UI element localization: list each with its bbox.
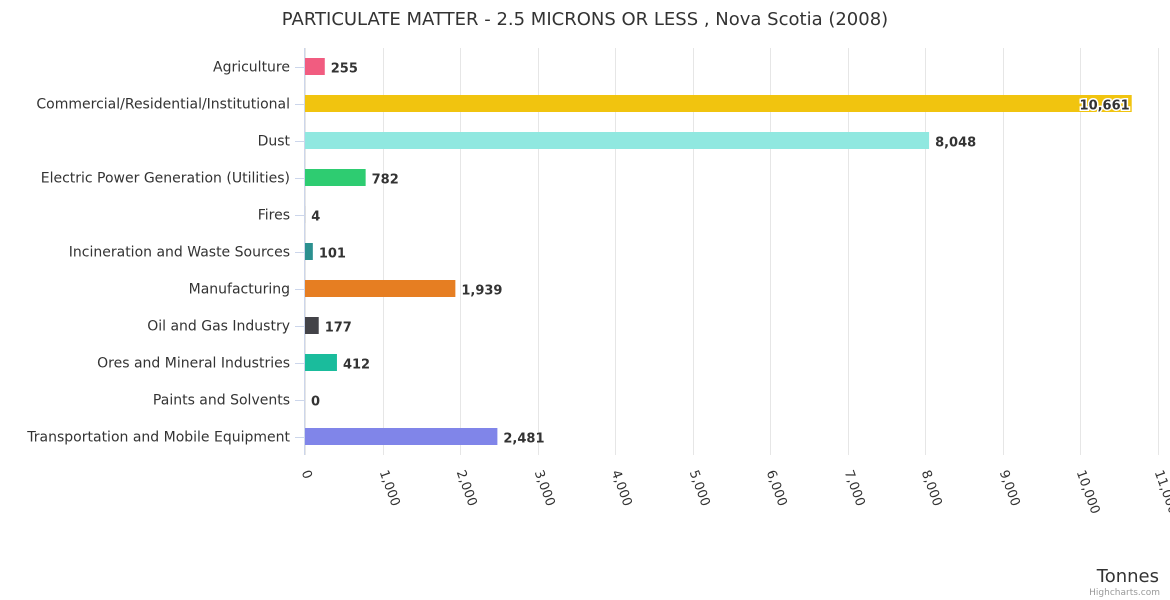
category-label: Electric Power Generation (Utilities) bbox=[41, 171, 290, 187]
data-label: 782 bbox=[372, 173, 399, 188]
bar[interactable]: Ores and Mineral Industries: 412 bbox=[305, 354, 337, 371]
category-label: Ores and Mineral Industries bbox=[97, 356, 290, 372]
x-tick-label: 7,000 bbox=[841, 468, 868, 508]
category-label: Fires bbox=[258, 208, 290, 224]
x-tick-label: 11,000 bbox=[1151, 468, 1170, 516]
category-label: Paints and Solvents bbox=[153, 393, 290, 409]
data-label: 2,481 bbox=[503, 432, 544, 447]
chart-title: PARTICULATE MATTER - 2.5 MICRONS OR LESS… bbox=[282, 9, 888, 30]
credits-link[interactable]: Highcharts.com bbox=[1089, 588, 1160, 598]
category-label: Incineration and Waste Sources bbox=[69, 245, 290, 261]
x-tick-label: 3,000 bbox=[531, 468, 558, 508]
data-label: 10,661 bbox=[1080, 99, 1130, 114]
category-label: Oil and Gas Industry bbox=[147, 319, 290, 335]
category-labels: Agriculture Commercial/Residential/Instit… bbox=[26, 60, 290, 446]
x-tick-label: 5,000 bbox=[686, 468, 713, 508]
bar[interactable]: Electric Power Generation (Utilities): 7… bbox=[305, 169, 366, 186]
data-label: 8,048 bbox=[935, 136, 976, 151]
category-label: Commercial/Residential/Institutional bbox=[36, 97, 290, 113]
data-label: 0 bbox=[311, 395, 320, 410]
data-label: 1,939 bbox=[461, 284, 502, 299]
x-tick-label: 8,000 bbox=[918, 468, 945, 508]
data-label: 4 bbox=[311, 210, 320, 225]
data-label: 255 bbox=[331, 62, 358, 77]
x-tick-label: 9,000 bbox=[996, 468, 1023, 508]
x-tick-label: 10,000 bbox=[1073, 468, 1103, 516]
x-tick-label: 2,000 bbox=[453, 468, 480, 508]
x-axis-title: Tonnes bbox=[1096, 566, 1159, 587]
x-axis-tick-labels: 0 1,000 2,000 3,000 4,000 5,000 6,000 7,000 8,00… bbox=[298, 468, 1170, 516]
data-label: 177 bbox=[325, 321, 352, 336]
bar[interactable]: Agriculture: 255 bbox=[305, 58, 325, 75]
bar[interactable]: Commercial/Residential/Institutional: 10… bbox=[305, 95, 1132, 112]
x-tick-label: 0 bbox=[298, 468, 315, 481]
x-tick-label: 4,000 bbox=[608, 468, 635, 508]
bar[interactable]: Transportation and Mobile Equipment: 2,4… bbox=[305, 428, 498, 445]
bar[interactable]: Oil and Gas Industry: 177 bbox=[305, 317, 319, 334]
gridlines bbox=[295, 48, 1159, 455]
data-label: 412 bbox=[343, 358, 370, 373]
category-label: Transportation and Mobile Equipment bbox=[26, 430, 290, 446]
bar[interactable]: Dust: 8,048 bbox=[305, 132, 930, 149]
data-label: 101 bbox=[319, 247, 346, 262]
x-tick-label: 6,000 bbox=[763, 468, 790, 508]
x-tick-label: 1,000 bbox=[376, 468, 403, 508]
bar[interactable]: Manufacturing: 1,939 bbox=[305, 280, 456, 297]
category-label: Manufacturing bbox=[189, 282, 290, 298]
bar[interactable]: Incineration and Waste Sources: 101 bbox=[305, 243, 313, 260]
data-labels: 255 10,661 8,048 782 4 101 1,939 177 412 0 2,481 bbox=[311, 62, 1131, 447]
category-label: Dust bbox=[258, 134, 291, 150]
category-label: Agriculture bbox=[213, 60, 290, 76]
bars: Agriculture: 255 Commercial/Residential/I… bbox=[305, 58, 1132, 445]
